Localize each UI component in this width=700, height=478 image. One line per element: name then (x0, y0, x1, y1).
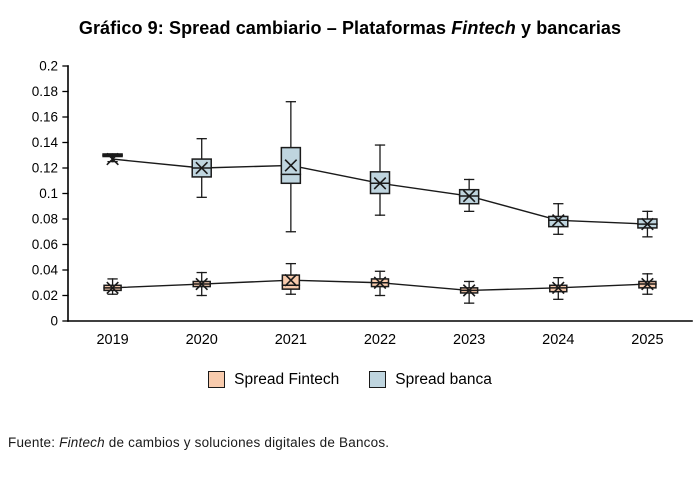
y-axis-tick-label: 0.14 (32, 135, 59, 150)
legend-item-spread-banca: Spread banca (369, 371, 492, 389)
y-axis-tick-label: 0.16 (32, 109, 58, 124)
x-axis-category-label: 2021 (275, 332, 307, 348)
mean-marker-fintech-2025 (641, 277, 654, 290)
x-axis-category-label: 2024 (542, 332, 574, 348)
y-axis-tick-label: 0.2 (39, 58, 58, 73)
title-suffix: y bancarias (515, 18, 622, 38)
y-axis-tick-label: 0.04 (32, 262, 59, 277)
legend-label-banca: Spread banca (395, 370, 492, 388)
mean-marker-banca-2024 (551, 213, 565, 227)
mean-marker-banca-2022 (373, 176, 387, 190)
mean-marker-banca-2021 (284, 158, 298, 172)
source-suffix: de cambios y soluciones digitales de Ban… (104, 434, 390, 450)
mean-marker-fintech-2023 (462, 283, 476, 297)
y-axis-tick-label: 0.08 (32, 211, 58, 226)
mean-marker-banca-2025 (641, 217, 654, 231)
title-italic-fintech: Fintech (451, 18, 516, 38)
y-axis-tick-label: 0.06 (32, 237, 58, 252)
y-axis-tick-label: 0.12 (32, 160, 58, 175)
x-axis-category-label: 2022 (364, 332, 396, 348)
source-italic-fintech: Fintech (59, 434, 105, 450)
legend-label-fintech: Spread Fintech (234, 370, 340, 388)
x-axis-category-label: 2019 (96, 332, 128, 348)
mean-marker-banca-2023 (462, 189, 476, 202)
box-banca-2024 (548, 215, 569, 227)
title-prefix: Gráfico 9: Spread cambiario – Plataforma… (78, 18, 452, 38)
box-fintech-2021 (281, 273, 301, 290)
legend-swatch-banca-icon (369, 371, 387, 389)
legend-item-spread-fintech: Spread Fintech (208, 371, 339, 389)
page-title: Gráfico 9: Spread cambiario – Plataforma… (8, 18, 692, 40)
source-note: Fuente: Fintech de cambios y soluciones … (8, 435, 700, 450)
source-prefix: Fuente: (8, 434, 60, 450)
mean-marker-fintech-2021 (284, 273, 298, 287)
x-axis-category-label: 2025 (631, 332, 663, 348)
mean-marker-fintech-2019 (106, 281, 119, 294)
mean-marker-fintech-2024 (551, 281, 565, 294)
y-axis-tick-label: 0 (50, 313, 58, 328)
y-axis-tick-label: 0.18 (32, 84, 58, 99)
y-axis-tick-label: 0.02 (32, 288, 58, 303)
y-axis-tick-label: 0.1 (39, 186, 58, 201)
x-axis-category-label: 2020 (186, 332, 218, 348)
boxplot-chart: 0 0.02 0.04 0.06 0.08 0.1 0.12 0.14 0.16 0.18 0.2 2… (32, 58, 693, 348)
mean-marker-fintech-2022 (373, 276, 387, 289)
mean-marker-banca-2020 (195, 161, 209, 174)
chart-legend: Spread Fintech Spread banca (0, 371, 700, 389)
chart-area: 0 0.02 0.04 0.06 0.08 0.1 0.12 0.14 0.16 0.18 0.2 2… (0, 54, 700, 354)
mean-marker-banca-2019 (106, 152, 119, 166)
legend-swatch-fintech-icon (208, 371, 226, 389)
mean-marker-fintech-2020 (195, 277, 209, 290)
x-axis-category-label: 2023 (453, 332, 485, 348)
